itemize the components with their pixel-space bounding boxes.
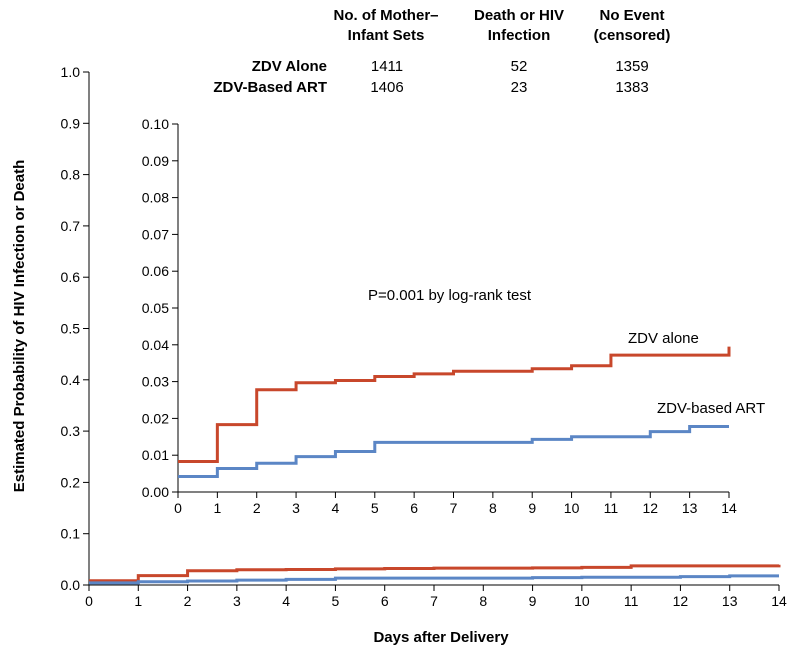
inset-axes: 0 1 2 3 4 5 6 7 8 9 10 11 12 13 140.000.010.020.030.04…: [142, 116, 737, 516]
main-y-tick-label: 0.5: [61, 321, 81, 337]
inset-y-tick-label: 0.00: [142, 484, 169, 500]
table-header-sets-line2: Infant Sets: [348, 27, 425, 44]
main-x-tick-label: 10: [574, 593, 590, 609]
inset-series-zdv-alone-line: [178, 346, 731, 463]
inset-y-tick-label: 0.04: [142, 337, 169, 353]
table-header-sets-line1: No. of Mother–: [334, 7, 439, 24]
table-row-label-zdv-alone: ZDV Alone: [252, 58, 327, 75]
main-series-zdv-art-line: [89, 574, 779, 585]
series-label-zdv-art: ZDV-based ART: [657, 400, 765, 417]
inset-y-tick-label: 0.03: [142, 374, 169, 390]
inset-y-tick-label: 0.01: [142, 447, 169, 463]
inset-y-tick-label: 0.05: [142, 300, 169, 316]
main-y-tick-label: 0.0: [61, 577, 81, 593]
main-y-tick-label: 0.3: [61, 423, 81, 439]
main-x-tick-label: 11: [624, 593, 639, 609]
main-x-tick-label: 4: [282, 593, 290, 609]
main-x-tick-label: 9: [529, 593, 537, 609]
main-y-tick-label: 1.0: [61, 64, 81, 80]
table-cell-zdv-alone-censored: 1359: [615, 58, 648, 75]
table-cell-zdv-alone-events: 52: [511, 58, 528, 75]
main-x-tick-label: 1: [134, 593, 142, 609]
inset-y-tick-label: 0.06: [142, 263, 169, 279]
main-y-tick-label: 0.4: [61, 372, 81, 388]
log-rank-annotation: P=0.001 by log-rank test: [368, 287, 532, 304]
inset-x-tick-label: 4: [332, 500, 340, 516]
inset-x-tick-label: 13: [682, 500, 698, 516]
inset-series: [178, 346, 731, 479]
inset-y-tick-label: 0.08: [142, 190, 169, 206]
inset-y-tick-label: 0.02: [142, 410, 169, 426]
table-header-events-line2: Infection: [488, 27, 551, 44]
inset-x-tick-label: 9: [528, 500, 536, 516]
inset-x-tick-label: 1: [213, 500, 221, 516]
y-axis-title: Estimated Probability of HIV Infection o…: [11, 160, 28, 493]
event-table: No. of Mother– Infant Sets Death or HIV …: [213, 7, 670, 96]
inset-x-tick-label: 6: [410, 500, 418, 516]
main-x-tick-label: 3: [233, 593, 241, 609]
main-y-tick-label: 0.8: [61, 167, 81, 183]
table-header-events-line1: Death or HIV: [474, 7, 564, 24]
main-y-tick-label: 0.7: [61, 218, 81, 234]
table-header-censored-line1: No Event: [599, 7, 664, 24]
main-y-tick-label: 0.1: [61, 526, 81, 542]
inset-y-tick-label: 0.09: [142, 153, 169, 169]
main-x-tick-label: 14: [771, 593, 787, 609]
inset-x-tick-label: 10: [564, 500, 580, 516]
inset-y-tick-label: 0.07: [142, 226, 169, 242]
inset-x-tick-label: 0: [174, 500, 182, 516]
main-x-tick-label: 7: [430, 593, 438, 609]
inset-x-tick-label: 14: [721, 500, 737, 516]
main-x-tick-label: 2: [184, 593, 192, 609]
main-x-tick-label: 5: [332, 593, 340, 609]
inset-x-tick-label: 3: [292, 500, 300, 516]
inset-x-tick-label: 7: [450, 500, 458, 516]
table-cell-zdv-art-sets: 1406: [370, 79, 403, 96]
main-series: [89, 564, 781, 585]
x-axis-title: Days after Delivery: [373, 629, 509, 646]
main-x-tick-label: 0: [85, 593, 93, 609]
main-x-tick-label: 6: [381, 593, 389, 609]
table-header-censored-line2: (censored): [594, 27, 671, 44]
table-row-label-zdv-art: ZDV-Based ART: [213, 79, 327, 96]
table-cell-zdv-alone-sets: 1411: [371, 58, 403, 75]
inset-series-zdv-art-line: [178, 424, 729, 479]
main-x-tick-label: 8: [479, 593, 487, 609]
series-label-zdv-alone: ZDV alone: [628, 330, 699, 347]
inset-x-tick-label: 8: [489, 500, 497, 516]
inset-x-tick-label: 11: [604, 500, 619, 516]
main-y-tick-label: 0.6: [61, 269, 81, 285]
inset-x-tick-label: 2: [253, 500, 261, 516]
table-cell-zdv-art-events: 23: [511, 79, 528, 96]
table-cell-zdv-art-censored: 1383: [615, 79, 648, 96]
main-axes: 0 1 2 3 4 5 6 7 8 9 10 11 12 13 140.00.10.20.30.40.50.…: [61, 64, 787, 609]
main-x-tick-label: 13: [722, 593, 738, 609]
inset-x-tick-label: 5: [371, 500, 379, 516]
main-series-zdv-alone-line: [89, 564, 781, 583]
inset-y-tick-label: 0.10: [142, 116, 169, 132]
main-x-tick-label: 12: [673, 593, 689, 609]
main-y-tick-label: 0.2: [61, 474, 81, 490]
inset-x-tick-label: 12: [642, 500, 658, 516]
main-y-tick-label: 0.9: [61, 115, 81, 131]
